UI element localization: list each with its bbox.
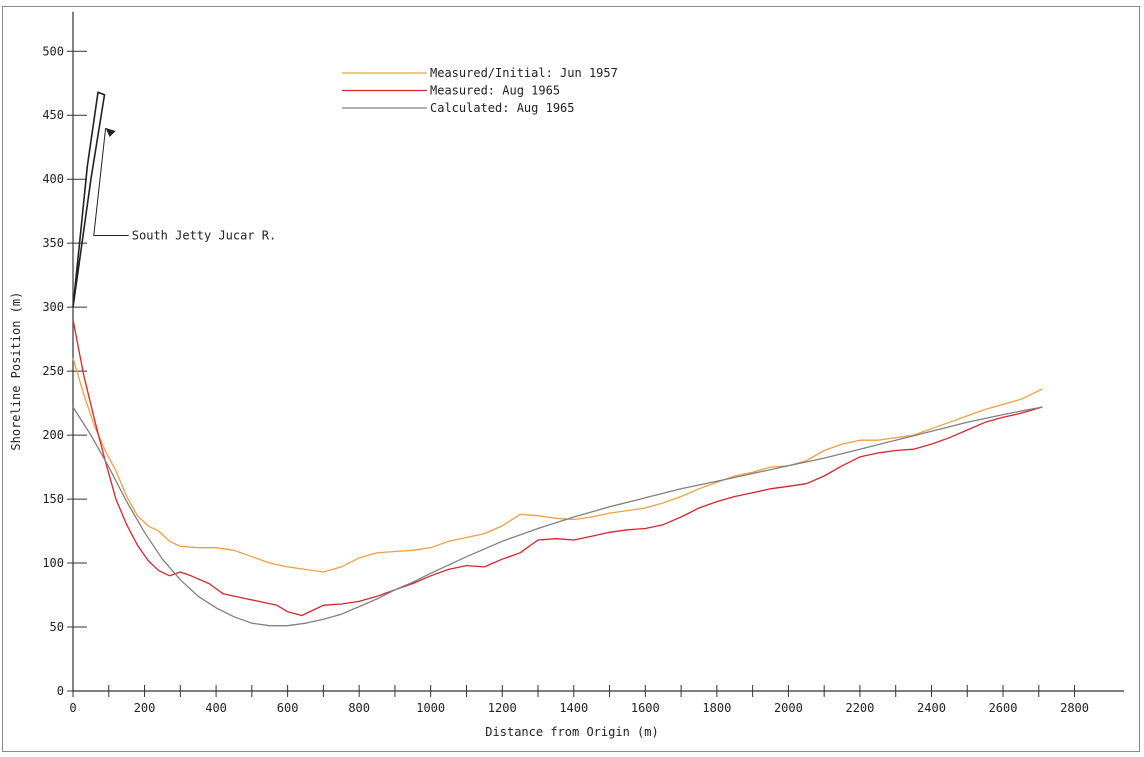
series-line-measured [72,319,1043,617]
y-tick-label: 500 [42,44,64,58]
annotations: South Jetty Jucar R. [93,127,277,242]
x-tick-label: 1400 [559,701,588,715]
annotation-label: South Jetty Jucar R. [132,228,277,242]
chart-frame [2,6,1140,752]
axis-ticks: 0 200 400 600 800 1000 1200 1400 1600 1800 2000 220… [42,44,1089,715]
y-tick-label: 350 [42,236,64,250]
x-tick-label: 2200 [845,701,874,715]
y-tick-label: 50 [50,620,64,634]
jetty-outline [72,91,106,308]
y-tick-label: 200 [42,428,64,442]
x-tick-label: 2600 [989,701,1018,715]
x-tick-label: 1800 [702,701,731,715]
y-tick-label: 0 [57,684,64,698]
y-tick-label: 300 [42,300,64,314]
annotation-arrowhead [105,128,116,138]
legend-label: Measured: Aug 1965 [430,84,560,98]
x-tick-label: 600 [277,701,299,715]
y-tick-label: 100 [42,556,64,570]
axes [72,11,1124,692]
x-tick-label: 1200 [488,701,517,715]
series-layer [72,91,1043,627]
x-tick-label: 400 [205,701,227,715]
x-tick-label: 1600 [631,701,660,715]
y-tick-label: 450 [42,108,64,122]
series-line-calculated [72,406,1043,627]
y-tick-label: 250 [42,364,64,378]
x-tick-label: 2800 [1060,701,1089,715]
x-axis-title: Distance from Origin (m) [485,725,658,739]
series-line-measured-initial [72,358,1043,573]
legend-label: Calculated: Aug 1965 [430,101,575,115]
x-tick-label: 200 [134,701,156,715]
y-tick-label: 400 [42,172,64,186]
y-tick-label: 150 [42,492,64,506]
annotation-leader [93,127,129,236]
x-tick-label: 0 [69,701,76,715]
y-axis-title: Shoreline Position (m) [9,292,23,451]
x-tick-label: 2000 [774,701,803,715]
x-tick-label: 800 [348,701,370,715]
legend: Measured/Initial: Jun 1957 Measured: Aug … [342,66,618,115]
x-tick-label: 1000 [416,701,445,715]
legend-label: Measured/Initial: Jun 1957 [430,66,618,80]
x-tick-label: 2400 [917,701,946,715]
